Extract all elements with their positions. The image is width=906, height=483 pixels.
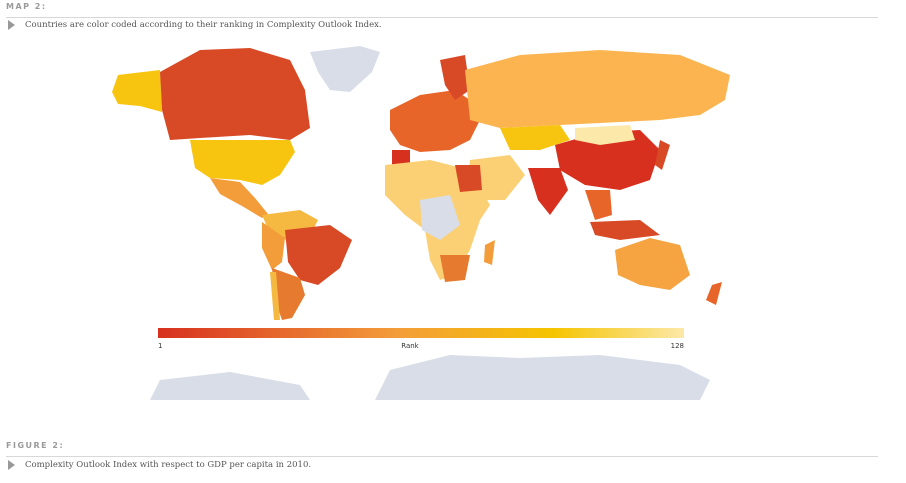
map-caption-row: Countries are color coded according to t… <box>8 20 382 30</box>
map-caption: Countries are color coded according to t… <box>25 20 382 30</box>
countries <box>112 46 730 400</box>
rank-colorbar <box>158 328 684 338</box>
legend-min: 1 <box>158 342 162 350</box>
legend-title: Rank <box>401 342 419 350</box>
legend-max: 128 <box>671 342 684 350</box>
figure-caption: Complexity Outlook Index with respect to… <box>25 460 312 470</box>
divider <box>6 456 878 457</box>
bullet <box>8 460 15 470</box>
figure-label: FIGURE 2: <box>6 441 65 450</box>
figure-caption-row: Complexity Outlook Index with respect to… <box>8 460 311 470</box>
divider <box>6 17 878 18</box>
map-label: MAP 2: <box>6 2 47 11</box>
bullet <box>8 20 15 30</box>
world-map: 1 Rank 128 <box>112 46 730 400</box>
